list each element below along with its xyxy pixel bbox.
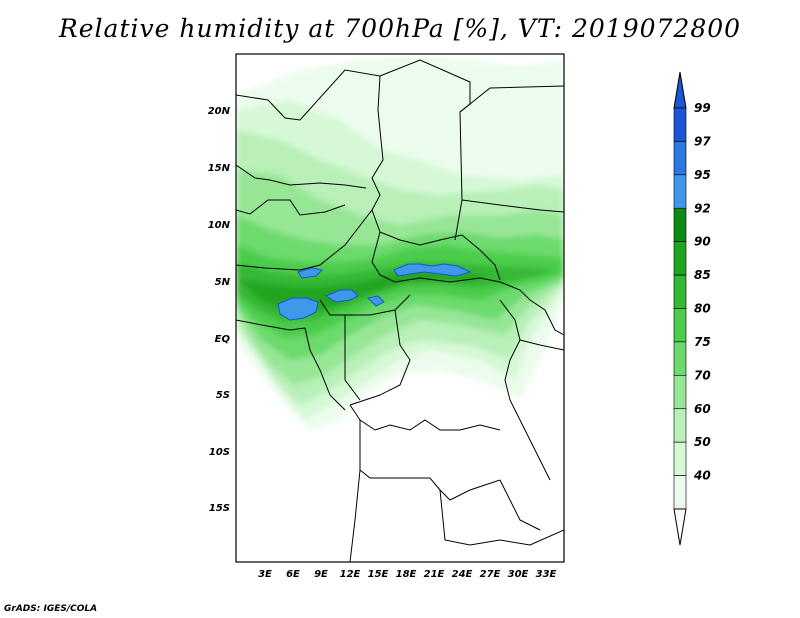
lat-label: 15N <box>208 163 231 174</box>
legend-swatch <box>673 241 687 276</box>
legend-label: 99 <box>694 101 711 115</box>
legend-label: 50 <box>694 435 711 449</box>
lon-label: 24E <box>452 569 473 580</box>
legend-labels: 99 97 95 92 90 85 80 75 70 60 50 40 <box>693 101 711 483</box>
legend-label: 97 <box>694 134 711 148</box>
lon-label: 6E <box>286 569 300 580</box>
legend-swatch <box>673 308 687 343</box>
lat-label: 10S <box>209 447 230 458</box>
legend-swatches <box>673 107 687 510</box>
rh-95-patch <box>366 295 385 307</box>
lat-label: 5N <box>215 277 231 288</box>
legend-label: 90 <box>694 235 711 249</box>
legend-swatch <box>673 141 687 176</box>
rh-95-patches <box>277 263 472 321</box>
legend-label: 40 <box>693 469 711 483</box>
longitude-axis: 3E 6E 9E 12E 15E 18E 21E 24E 27E 30E 33E <box>258 569 556 580</box>
legend-label: 75 <box>694 335 711 349</box>
legend-label: 85 <box>694 268 711 282</box>
color-legend: 99 97 95 92 90 85 80 75 70 60 50 40 <box>673 71 711 546</box>
lat-label: 10N <box>208 220 231 231</box>
lon-label: 9E <box>314 569 328 580</box>
lon-label: 21E <box>424 569 445 580</box>
legend-label: 70 <box>694 368 711 382</box>
lat-label: 5S <box>216 390 230 401</box>
lat-label: 15S <box>209 503 230 514</box>
rh-95-patch <box>277 297 319 321</box>
legend-swatch <box>673 274 687 309</box>
legend-swatch <box>673 174 687 209</box>
rh-95-patch <box>297 267 324 279</box>
legend-swatch <box>673 475 687 510</box>
rh-95-patch <box>324 289 359 303</box>
legend-swatch <box>673 207 687 242</box>
rh-95-patch <box>393 263 472 277</box>
legend-swatch <box>673 341 687 376</box>
lon-label: 15E <box>368 569 389 580</box>
legend-label: 80 <box>694 302 711 316</box>
legend-label: 95 <box>694 168 711 182</box>
lon-label: 12E <box>340 569 361 580</box>
legend-swatch <box>673 107 687 142</box>
legend-label: 92 <box>694 201 711 215</box>
humidity-field <box>236 56 564 430</box>
latitude-axis: 20N 15N 10N 5N EQ 5S 10S 15S <box>208 106 231 514</box>
plot-frame <box>235 53 565 563</box>
grads-credit: GrADS: IGES/COLA <box>4 604 98 614</box>
lon-label: 3E <box>258 569 272 580</box>
legend-label: 60 <box>694 402 711 416</box>
lon-label: 30E <box>508 569 529 580</box>
country-borders <box>236 59 564 562</box>
legend-swatch <box>673 408 687 443</box>
lon-label: 18E <box>396 569 417 580</box>
legend-swatch <box>673 441 687 476</box>
legend-top-arrow <box>673 71 687 109</box>
legend-bottom-arrow <box>673 508 687 546</box>
lon-label: 27E <box>480 569 501 580</box>
chart-title: Relative humidity at 700hPa [%], VT: 201… <box>58 14 742 43</box>
legend-swatch <box>673 375 687 410</box>
lat-label: EQ <box>215 334 231 345</box>
lat-label: 20N <box>208 106 231 117</box>
lon-label: 33E <box>536 569 557 580</box>
